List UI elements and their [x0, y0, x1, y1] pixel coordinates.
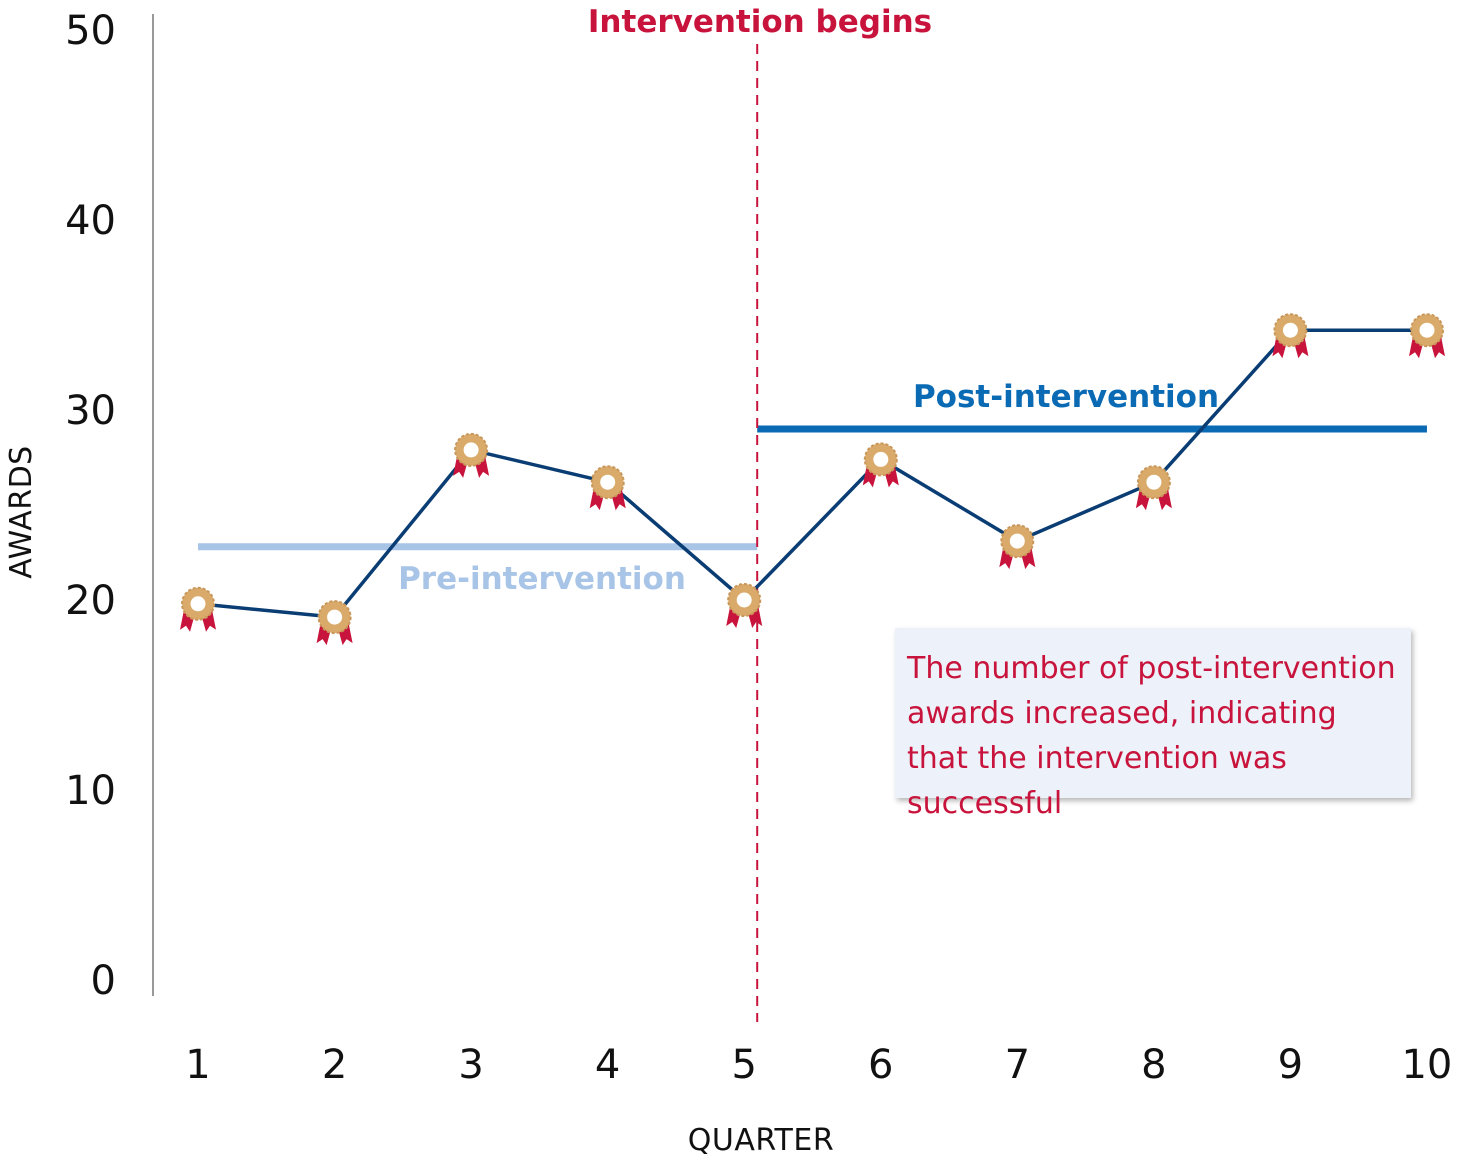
award-medal-icon — [453, 432, 490, 478]
award-medal-icon — [1135, 465, 1172, 511]
award-medal-icon — [180, 586, 216, 632]
award-medal-icon — [1409, 313, 1445, 359]
y-tick-label: 0 — [91, 958, 116, 1004]
award-medal-icon — [1272, 313, 1309, 359]
y-tick-label: 20 — [65, 578, 116, 624]
x-tick-label: 10 — [1401, 1042, 1452, 1088]
x-tick-label: 3 — [458, 1042, 483, 1088]
annotation-text: The number of post-intervention awards i… — [907, 651, 1396, 821]
x-tick-label: 8 — [1141, 1042, 1166, 1088]
y-axis-title: AWARDS — [4, 445, 39, 578]
y-tick-labels: 0 10 20 30 40 50 — [65, 8, 116, 1004]
x-tick-label: 7 — [1005, 1042, 1030, 1088]
pre-intervention-label: Pre-intervention — [398, 561, 686, 597]
series-markers — [180, 313, 1445, 646]
intervention-label: Intervention begins — [588, 4, 932, 40]
award-medal-icon — [726, 583, 763, 628]
x-tick-label: 5 — [731, 1042, 756, 1088]
series-line — [197, 328, 1427, 619]
x-tick-label: 1 — [185, 1042, 210, 1088]
y-tick-label: 40 — [65, 198, 116, 244]
post-intervention-label: Post-intervention — [913, 379, 1219, 415]
y-tick-label: 30 — [65, 388, 116, 434]
award-medal-icon — [862, 442, 899, 488]
award-medal-icon — [589, 465, 626, 511]
y-tick-label: 10 — [65, 768, 116, 814]
x-tick-label: 6 — [868, 1042, 893, 1088]
x-tick-labels: 1 2 3 4 5 6 7 8 9 10 — [185, 1042, 1452, 1088]
x-tick-label: 4 — [595, 1042, 620, 1088]
y-axis: 0 10 20 30 40 50 — [65, 8, 154, 1004]
x-tick-label: 2 — [322, 1042, 347, 1088]
award-medal-icon — [999, 524, 1036, 570]
reference-lines: Pre-intervention Post-intervention — [198, 379, 1427, 597]
y-tick-label: 50 — [65, 8, 116, 54]
award-medal-icon — [316, 600, 353, 646]
annotation-box: The number of post-intervention awards i… — [895, 628, 1411, 821]
x-axis-title: QUARTER — [688, 1123, 834, 1158]
x-tick-label: 9 — [1278, 1042, 1303, 1088]
